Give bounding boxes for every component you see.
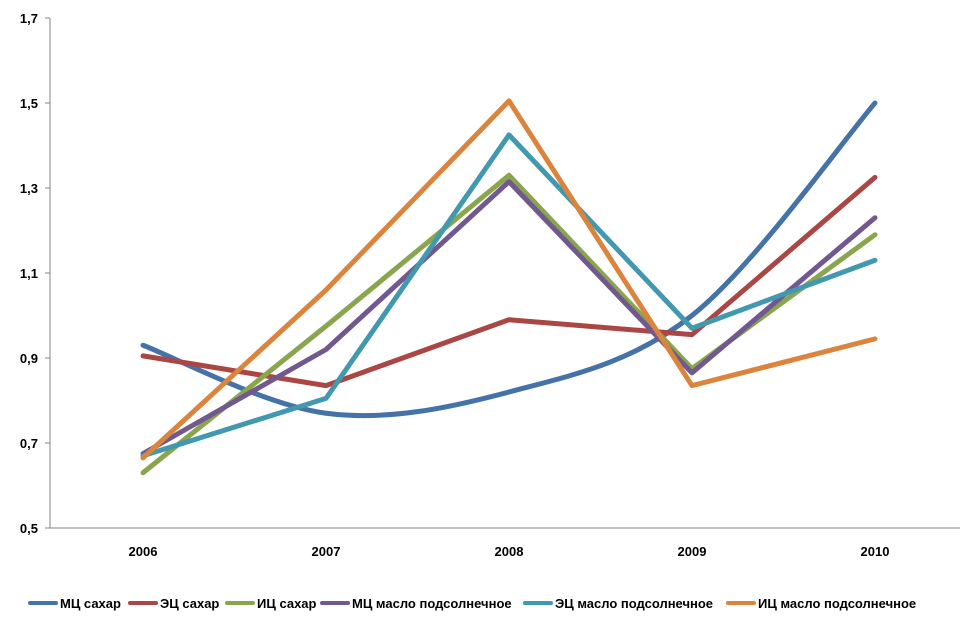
y-tick-label: 1,1 [20, 266, 38, 281]
series-line-1 [140, 100, 878, 419]
y-tick-label: 1,7 [20, 11, 38, 26]
legend-label: МЦ сахар [60, 596, 121, 611]
legend-label: ИЦ масло подсолнечное [758, 596, 916, 611]
legend-label: МЦ масло подсолнечное [352, 596, 512, 611]
series-line-6 [140, 98, 878, 461]
axes: 0,5 0,7 0,9 1,1 1,3 1,5 1,7 2006 2007 2008 2009 201… [20, 11, 960, 559]
x-tick-label: 2006 [129, 544, 158, 559]
x-tick-label: 2008 [495, 544, 524, 559]
legend-label: ИЦ сахар [257, 596, 317, 611]
y-tick-label: 0,5 [20, 521, 38, 536]
legend-label: ЭЦ сахар [160, 596, 219, 611]
legend-label: ЭЦ масло подсолнечное [555, 596, 713, 611]
y-tick-label: 0,9 [20, 351, 38, 366]
series-layer [140, 98, 878, 476]
y-tick-label: 1,5 [20, 96, 38, 111]
y-tick-label: 0,7 [20, 436, 38, 451]
x-tick-label: 2009 [678, 544, 707, 559]
y-tick-label: 1,3 [20, 181, 38, 196]
x-tick-label: 2007 [312, 544, 341, 559]
series-line-4 [140, 179, 878, 457]
legend: МЦ сахар ЭЦ сахар ИЦ сахар МЦ масло подсолн… [28, 596, 916, 611]
x-tick-label: 2010 [861, 544, 890, 559]
series-line-5 [140, 132, 878, 459]
series-line-3 [140, 172, 878, 476]
